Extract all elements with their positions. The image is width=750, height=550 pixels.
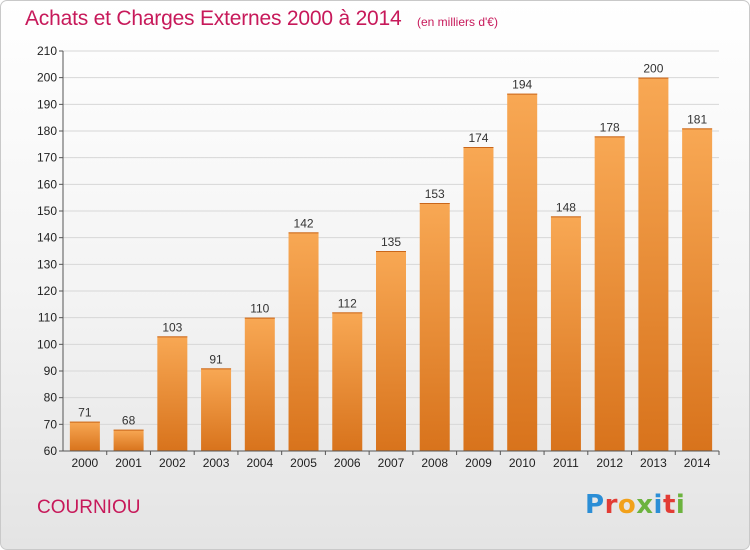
y-tick-label: 130 xyxy=(37,257,57,271)
x-tick-label: 2000 xyxy=(72,456,99,470)
y-tick-label: 160 xyxy=(37,177,57,191)
logo-letter: i xyxy=(653,490,663,520)
axes: 60 70 80 90 100 110 120 130 140 150 160 170 180 190 20… xyxy=(37,44,720,470)
x-tick-label: 2002 xyxy=(159,456,186,470)
data-label: 68 xyxy=(122,414,136,428)
bar xyxy=(463,147,494,451)
data-label: 174 xyxy=(468,131,488,145)
data-label: 178 xyxy=(600,120,620,134)
data-label: 71 xyxy=(78,406,92,420)
data-label: 194 xyxy=(512,78,532,92)
y-tick-label: 180 xyxy=(37,124,57,138)
chart-title: Achats et Charges Externes 2000 à 2014 xyxy=(25,7,402,30)
data-label: 200 xyxy=(643,62,663,76)
y-tick-label: 120 xyxy=(37,284,57,298)
data-label: 112 xyxy=(338,296,357,310)
logo-letter: P xyxy=(585,490,605,520)
data-label: 103 xyxy=(162,320,182,334)
bar xyxy=(419,203,450,451)
y-tick-label: 100 xyxy=(37,337,57,351)
y-tick-label: 150 xyxy=(37,204,57,218)
y-tick-label: 200 xyxy=(37,71,57,85)
bar xyxy=(288,232,319,451)
y-tick-label: 190 xyxy=(37,97,57,111)
x-tick-label: 2004 xyxy=(246,456,273,470)
bar xyxy=(594,136,625,452)
bar xyxy=(376,251,406,451)
y-tick-label: 170 xyxy=(37,151,57,165)
chart-subtitle: (en milliers d'€) xyxy=(417,15,498,29)
bar xyxy=(244,317,275,451)
bar xyxy=(507,93,538,452)
y-tick-label: 140 xyxy=(37,231,57,245)
bar xyxy=(113,429,144,451)
data-label: 181 xyxy=(687,112,707,126)
y-tick-label: 210 xyxy=(37,44,57,58)
y-tick-label: 70 xyxy=(44,417,58,431)
bar xyxy=(550,216,581,451)
bar xyxy=(157,336,188,451)
logo-letter: o xyxy=(617,490,637,520)
y-tick-label: 60 xyxy=(44,444,58,458)
data-label: 142 xyxy=(294,216,314,230)
y-tick-label: 110 xyxy=(38,311,57,325)
x-tick-label: 2008 xyxy=(421,456,448,470)
bar xyxy=(332,312,363,451)
logo-letter: i xyxy=(675,490,686,520)
x-tick-label: 2011 xyxy=(553,456,579,470)
data-label: 91 xyxy=(209,352,223,366)
data-label: 110 xyxy=(250,302,269,316)
data-label: 135 xyxy=(381,235,401,249)
y-tick-label: 90 xyxy=(44,364,58,378)
data-labels: 71 68 103 91 110 142 112 135 153 174 194 148 178 200 1… xyxy=(78,62,707,428)
x-tick-label: 2010 xyxy=(509,456,536,470)
bar xyxy=(682,128,713,451)
x-tick-label: 2005 xyxy=(290,456,317,470)
x-tick-label: 2006 xyxy=(334,456,361,470)
bar xyxy=(69,421,100,451)
x-tick-label: 2003 xyxy=(203,456,230,470)
x-tick-label: 2001 xyxy=(115,456,142,470)
proxiti-logo: Proxiti xyxy=(585,490,685,520)
logo-letter: x xyxy=(636,490,654,520)
data-label: 148 xyxy=(556,200,576,214)
bar xyxy=(638,77,669,452)
logo-letter: t xyxy=(662,490,676,520)
x-tick-label: 2007 xyxy=(378,456,405,470)
commune-name: COURNIOU xyxy=(37,497,141,518)
x-tick-label: 2014 xyxy=(684,456,711,470)
bars xyxy=(69,77,713,452)
x-tick-label: 2009 xyxy=(465,456,492,470)
bar xyxy=(201,368,232,451)
data-label: 153 xyxy=(425,187,445,201)
x-tick-label: 2012 xyxy=(596,456,623,470)
logo-letter: r xyxy=(604,490,618,520)
x-tick-label: 2013 xyxy=(640,456,667,470)
y-tick-label: 80 xyxy=(44,391,58,405)
